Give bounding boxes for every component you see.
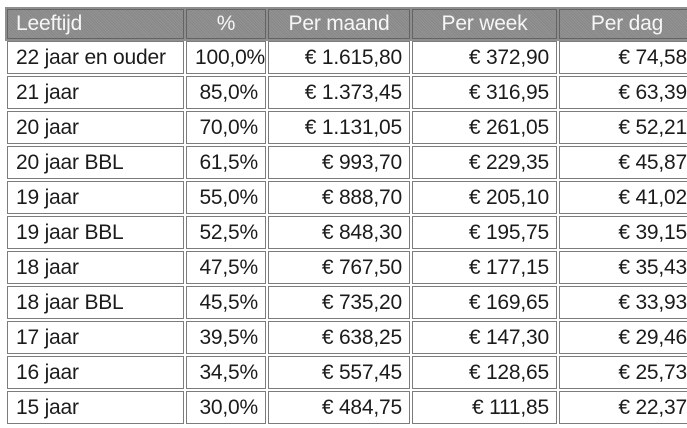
cell-per-dag: € 74,58 — [559, 41, 687, 74]
cell-leeftijd: 21 jaar — [7, 76, 184, 109]
cell-per-maand: € 993,70 — [268, 146, 410, 179]
cell-leeftijd: 22 jaar en ouder — [7, 41, 184, 74]
cell-per-week: € 316,95 — [412, 76, 557, 109]
cell-per-dag: € 35,43 — [559, 251, 687, 284]
cell-percentage: 47,5% — [186, 251, 266, 284]
cell-per-dag: € 63,39 — [559, 76, 687, 109]
cell-per-dag: € 29,46 — [559, 321, 687, 354]
column-header-leeftijd: Leeftijd — [7, 9, 184, 39]
cell-percentage: 61,5% — [186, 146, 266, 179]
table-row: 16 jaar 34,5% € 557,45 € 128,65 € 25,73 — [7, 356, 687, 389]
cell-percentage: 39,5% — [186, 321, 266, 354]
table-body: 22 jaar en ouder 100,0% € 1.615,80 € 372… — [7, 41, 687, 424]
cell-per-maand: € 767,50 — [268, 251, 410, 284]
cell-leeftijd: 19 jaar — [7, 181, 184, 214]
cell-per-maand: € 484,75 — [268, 391, 410, 424]
column-header-per-week: Per week — [412, 9, 557, 39]
cell-per-maand: € 735,20 — [268, 286, 410, 319]
wage-table-container: Leeftijd % Per maand Per week Per dag 22… — [5, 7, 687, 426]
cell-percentage: 45,5% — [186, 286, 266, 319]
cell-percentage: 34,5% — [186, 356, 266, 389]
cell-per-dag: € 45,87 — [559, 146, 687, 179]
minimum-wage-table: Leeftijd % Per maand Per week Per dag 22… — [5, 7, 687, 426]
cell-per-dag: € 25,73 — [559, 356, 687, 389]
cell-leeftijd: 17 jaar — [7, 321, 184, 354]
cell-per-week: € 177,15 — [412, 251, 557, 284]
cell-percentage: 70,0% — [186, 111, 266, 144]
cell-per-week: € 128,65 — [412, 356, 557, 389]
table-row: 17 jaar 39,5% € 638,25 € 147,30 € 29,46 — [7, 321, 687, 354]
table-row: 22 jaar en ouder 100,0% € 1.615,80 € 372… — [7, 41, 687, 74]
cell-per-dag: € 39,15 — [559, 216, 687, 249]
cell-percentage: 100,0% — [186, 41, 266, 74]
cell-per-week: € 169,65 — [412, 286, 557, 319]
cell-per-week: € 372,90 — [412, 41, 557, 74]
cell-per-week: € 261,05 — [412, 111, 557, 144]
cell-per-dag: € 52,21 — [559, 111, 687, 144]
cell-leeftijd: 20 jaar — [7, 111, 184, 144]
cell-percentage: 85,0% — [186, 76, 266, 109]
cell-per-week: € 147,30 — [412, 321, 557, 354]
cell-per-maand: € 848,30 — [268, 216, 410, 249]
cell-percentage: 30,0% — [186, 391, 266, 424]
table-row: 20 jaar 70,0% € 1.131,05 € 261,05 € 52,2… — [7, 111, 687, 144]
table-row: 21 jaar 85,0% € 1.373,45 € 316,95 € 63,3… — [7, 76, 687, 109]
cell-leeftijd: 19 jaar BBL — [7, 216, 184, 249]
cell-per-maand: € 888,70 — [268, 181, 410, 214]
cell-percentage: 52,5% — [186, 216, 266, 249]
table-row: 15 jaar 30,0% € 484,75 € 111,85 € 22,37 — [7, 391, 687, 424]
table-row: 19 jaar BBL 52,5% € 848,30 € 195,75 € 39… — [7, 216, 687, 249]
header-row: Leeftijd % Per maand Per week Per dag — [7, 9, 687, 39]
cell-per-week: € 229,35 — [412, 146, 557, 179]
cell-leeftijd: 18 jaar — [7, 251, 184, 284]
cell-per-week: € 195,75 — [412, 216, 557, 249]
cell-per-maand: € 557,45 — [268, 356, 410, 389]
column-header-per-maand: Per maand — [268, 9, 410, 39]
cell-leeftijd: 16 jaar — [7, 356, 184, 389]
cell-per-dag: € 22,37 — [559, 391, 687, 424]
cell-leeftijd: 20 jaar BBL — [7, 146, 184, 179]
cell-per-dag: € 33,93 — [559, 286, 687, 319]
table-row: 18 jaar 47,5% € 767,50 € 177,15 € 35,43 — [7, 251, 687, 284]
table-row: 19 jaar 55,0% € 888,70 € 205,10 € 41,02 — [7, 181, 687, 214]
cell-per-maand: € 638,25 — [268, 321, 410, 354]
cell-per-week: € 111,85 — [412, 391, 557, 424]
table-row: 20 jaar BBL 61,5% € 993,70 € 229,35 € 45… — [7, 146, 687, 179]
cell-per-dag: € 41,02 — [559, 181, 687, 214]
cell-per-week: € 205,10 — [412, 181, 557, 214]
column-header-percentage: % — [186, 9, 266, 39]
cell-percentage: 55,0% — [186, 181, 266, 214]
cell-per-maand: € 1.131,05 — [268, 111, 410, 144]
column-header-per-dag: Per dag — [559, 9, 687, 39]
cell-per-maand: € 1.373,45 — [268, 76, 410, 109]
table-header: Leeftijd % Per maand Per week Per dag — [7, 9, 687, 39]
cell-leeftijd: 18 jaar BBL — [7, 286, 184, 319]
table-row: 18 jaar BBL 45,5% € 735,20 € 169,65 € 33… — [7, 286, 687, 319]
cell-per-maand: € 1.615,80 — [268, 41, 410, 74]
cell-leeftijd: 15 jaar — [7, 391, 184, 424]
